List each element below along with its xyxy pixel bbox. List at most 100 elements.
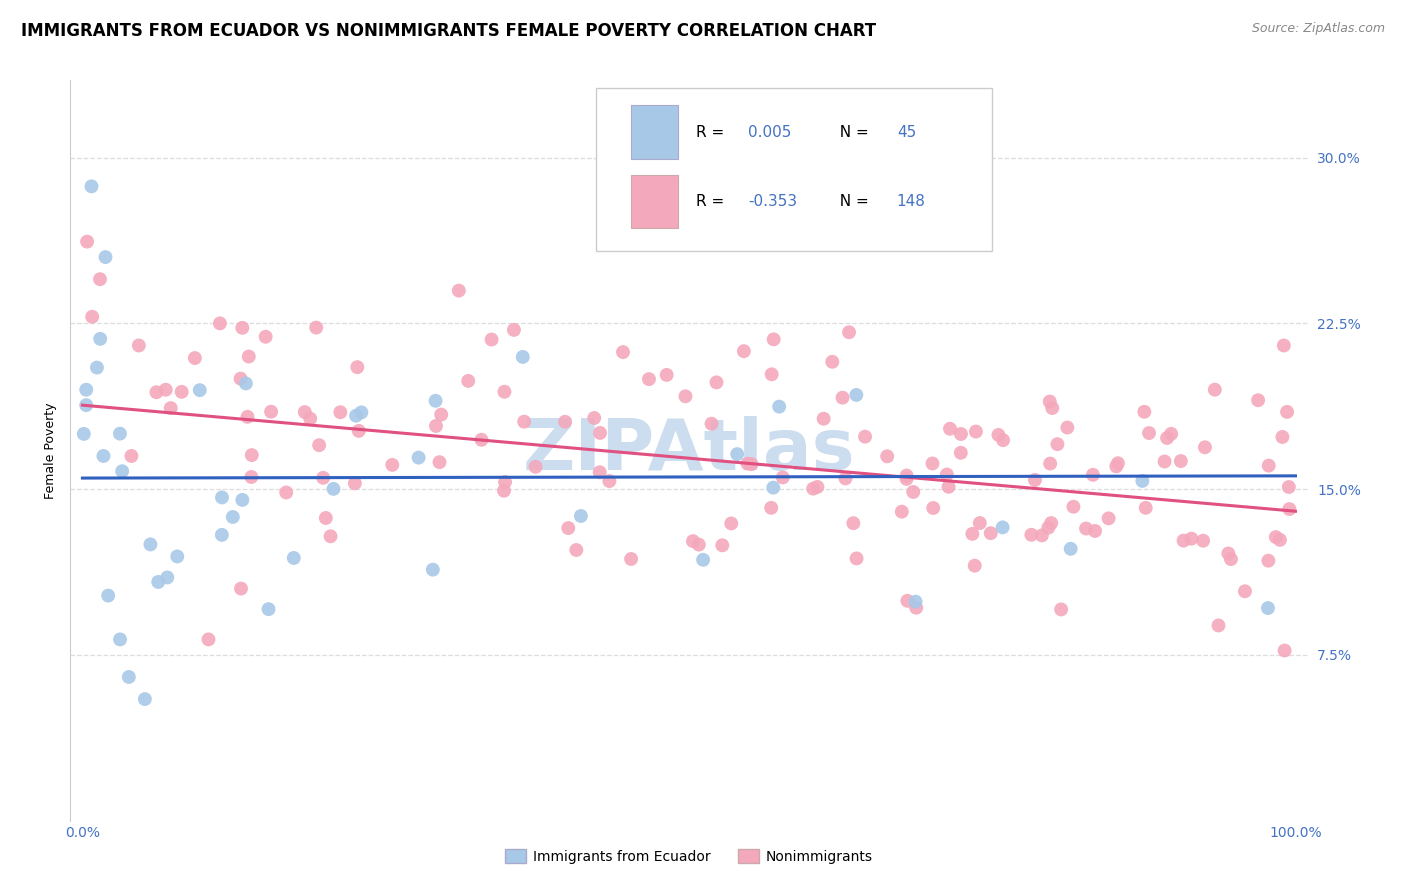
Point: [145, 385, 167, 400]
Point: [801, 482, 824, 496]
Point: [492, 483, 515, 498]
Point: [1031, 528, 1053, 542]
Point: [711, 538, 734, 552]
Point: [962, 526, 984, 541]
Point: [1192, 533, 1215, 548]
Point: [166, 549, 188, 564]
Point: [1274, 643, 1296, 657]
Point: [1194, 440, 1216, 454]
Point: [935, 467, 957, 482]
Point: [821, 355, 844, 369]
Point: [1133, 405, 1156, 419]
Point: [896, 472, 918, 486]
Point: [768, 400, 790, 414]
Point: [1060, 541, 1083, 556]
Point: [86, 360, 108, 375]
Point: [231, 492, 253, 507]
Point: [1130, 474, 1153, 488]
Point: [842, 516, 865, 531]
Point: [312, 471, 335, 485]
Point: [963, 558, 986, 573]
Point: [1039, 457, 1062, 471]
Point: [965, 425, 987, 439]
Point: [1257, 601, 1279, 615]
Point: [949, 427, 972, 442]
Point: [118, 670, 141, 684]
Point: [1056, 420, 1078, 434]
Legend: Immigrants from Ecuador, Nonimmigrants: Immigrants from Ecuador, Nonimmigrants: [499, 843, 879, 869]
Point: [1038, 521, 1060, 535]
Point: [969, 516, 991, 530]
Point: [589, 425, 612, 440]
Text: 148: 148: [897, 194, 925, 210]
Point: [1173, 533, 1195, 548]
Point: [905, 600, 928, 615]
Point: [1247, 393, 1270, 408]
Point: [1204, 383, 1226, 397]
Point: [737, 457, 759, 471]
Point: [1156, 431, 1178, 445]
Point: [381, 458, 404, 472]
Point: [1105, 459, 1128, 474]
Point: [211, 491, 233, 505]
Point: [1264, 530, 1286, 544]
Point: [980, 526, 1002, 541]
Point: [222, 510, 245, 524]
Point: [834, 471, 856, 485]
Point: [1046, 437, 1069, 451]
Point: [1170, 454, 1192, 468]
Point: [524, 459, 547, 474]
Point: [1153, 454, 1175, 468]
Point: [612, 345, 634, 359]
Point: [1233, 584, 1256, 599]
Point: [762, 332, 785, 346]
Point: [319, 529, 342, 543]
Point: [240, 470, 263, 484]
Point: [720, 516, 742, 531]
Point: [598, 474, 620, 488]
Point: [922, 500, 945, 515]
Point: [82, 310, 104, 324]
Point: [513, 415, 536, 429]
Point: [682, 534, 704, 549]
Point: [1039, 394, 1062, 409]
Point: [1278, 480, 1301, 494]
Point: [322, 482, 344, 496]
Point: [235, 376, 257, 391]
Point: [257, 602, 280, 616]
Point: [1040, 401, 1063, 415]
Point: [853, 430, 876, 444]
Point: [294, 405, 316, 419]
Point: [589, 465, 612, 479]
Point: [1084, 524, 1107, 538]
Point: [134, 692, 156, 706]
Point: [741, 457, 763, 471]
Point: [1050, 602, 1073, 616]
Point: [1257, 458, 1279, 473]
Point: [512, 350, 534, 364]
Point: [772, 470, 794, 484]
Point: [208, 317, 231, 331]
Point: [470, 433, 492, 447]
Point: [347, 424, 370, 438]
Point: [159, 401, 181, 416]
Point: [987, 428, 1010, 442]
Point: [838, 325, 860, 339]
Text: 45: 45: [897, 125, 917, 140]
Point: [655, 368, 678, 382]
Point: [1180, 532, 1202, 546]
Point: [1135, 500, 1157, 515]
Point: [569, 508, 592, 523]
Text: ZIPAtlas: ZIPAtlas: [523, 416, 855, 485]
Point: [283, 550, 305, 565]
Point: [896, 468, 918, 483]
Point: [903, 484, 925, 499]
Point: [700, 417, 723, 431]
Point: [991, 520, 1014, 534]
Point: [1275, 405, 1298, 419]
Point: [238, 350, 260, 364]
Point: [308, 438, 330, 452]
Point: [155, 383, 177, 397]
Text: N =: N =: [830, 194, 873, 210]
Point: [554, 415, 576, 429]
